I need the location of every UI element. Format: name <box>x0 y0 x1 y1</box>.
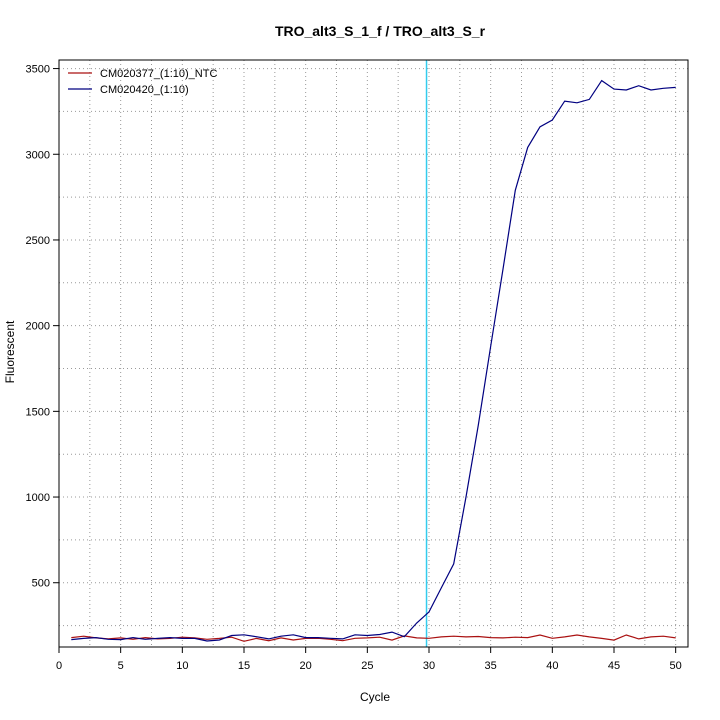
chart-title: TRO_alt3_S_1_f / TRO_alt3_S_r <box>275 23 486 39</box>
x-tick-label: 45 <box>608 660 620 672</box>
y-tick-label: 2500 <box>26 235 50 247</box>
x-tick-label: 15 <box>238 660 250 672</box>
legend-label-1: CM020377_(1:10)_NTC <box>100 68 217 80</box>
y-tick-label: 3500 <box>26 64 50 76</box>
x-tick-label: 50 <box>670 660 682 672</box>
series-line-2 <box>71 79 676 642</box>
y-tick-label: 2000 <box>26 321 50 333</box>
y-tick-label: 500 <box>32 578 50 590</box>
x-tick-label: 20 <box>300 660 312 672</box>
y-tick-label: 1000 <box>26 492 50 504</box>
x-tick-label: 10 <box>176 660 188 672</box>
x-tick-label: 0 <box>56 660 62 672</box>
y-axis: 500 1000 1500 2000 2500 3000 3500 <box>26 64 59 590</box>
y-tick-label: 3000 <box>26 149 50 161</box>
series-lines <box>71 79 676 642</box>
x-axis-label: Cycle <box>360 690 390 704</box>
x-tick-label: 25 <box>361 660 373 672</box>
x-tick-label: 35 <box>485 660 497 672</box>
x-tick-label: 5 <box>118 660 124 672</box>
x-tick-label: 40 <box>546 660 558 672</box>
x-axis: 0 5 10 15 20 25 30 35 40 45 50 <box>56 647 682 672</box>
y-tick-label: 1500 <box>26 406 50 418</box>
y-axis-label: Fluorescent <box>3 320 17 383</box>
legend-label-2: CM020420_(1:10) <box>100 84 189 96</box>
legend: CM020377_(1:10)_NTC CM020420_(1:10) <box>68 68 217 96</box>
x-tick-label: 30 <box>423 660 435 672</box>
grid <box>59 60 688 647</box>
plot-frame <box>58 59 689 648</box>
